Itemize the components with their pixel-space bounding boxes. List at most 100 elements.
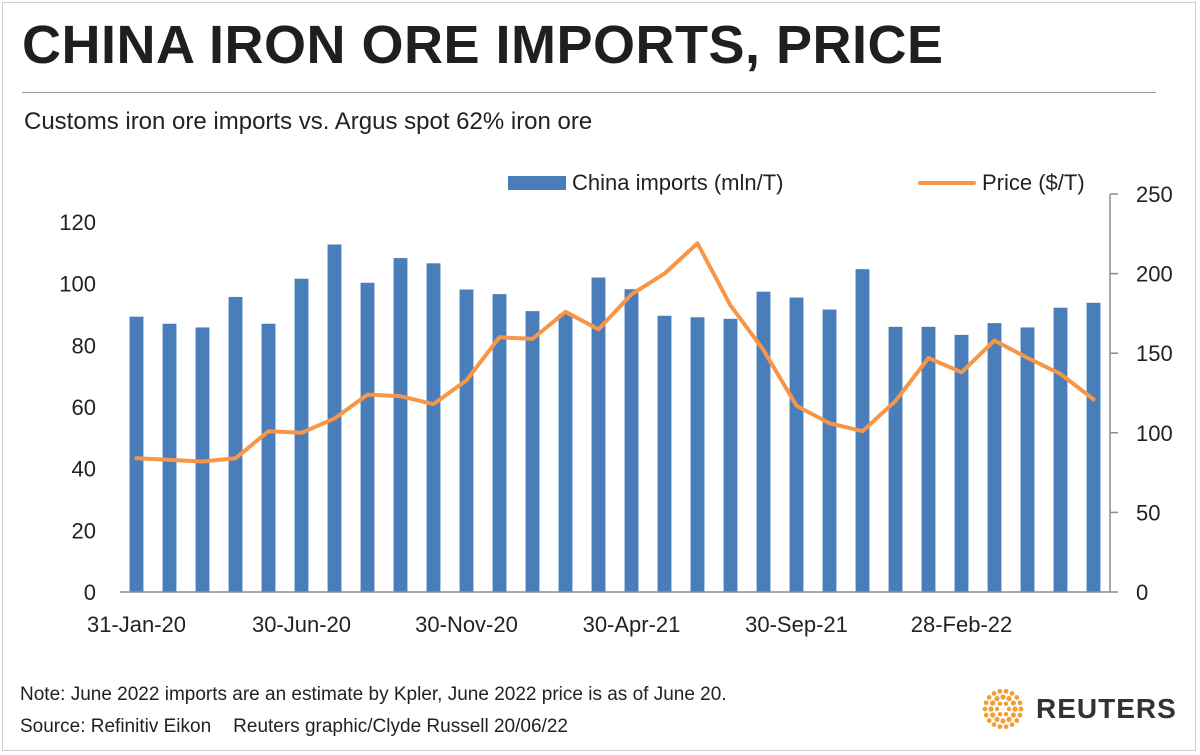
logo-dot: [1014, 695, 1020, 700]
imports-bar: [492, 294, 507, 592]
x-axis-tick-label: 30-Jun-20: [252, 612, 351, 637]
left-axis-tick-label: 40: [72, 457, 96, 482]
footnote: Note: June 2022 imports are an estimate …: [20, 684, 727, 705]
imports-bar: [756, 291, 771, 592]
logo-dot: [1006, 706, 1012, 712]
logo-dot: [1018, 706, 1024, 712]
logo-dot: [991, 691, 997, 696]
logo-dot: [997, 724, 1003, 730]
logo-dot: [982, 706, 988, 712]
logo-dot: [1000, 694, 1006, 700]
imports-bar: [723, 318, 738, 592]
imports-bar: [558, 313, 573, 592]
x-axis-tick-label: 28-Feb-22: [911, 612, 1013, 637]
imports-bar: [459, 289, 474, 592]
logo-text: REUTERS: [1036, 693, 1177, 724]
logo-dot: [1003, 688, 1009, 694]
imports-bar: [129, 316, 144, 592]
right-axis-tick-label: 50: [1136, 500, 1160, 525]
logo-dot: [994, 696, 1000, 702]
reuters-logo: REUTERS: [980, 686, 1177, 732]
x-axis-tick-label: 30-Nov-20: [415, 612, 518, 637]
left-axis-tick-label: 80: [72, 333, 96, 358]
legend-item-imports: China imports (mln/T): [508, 170, 783, 196]
right-axis-tick-label: 250: [1136, 182, 1173, 207]
logo-dot: [1003, 701, 1009, 706]
imports-bar: [789, 297, 804, 592]
logo-dot: [990, 700, 996, 706]
logo-dot: [1017, 712, 1023, 718]
imports-bar: [393, 258, 408, 592]
imports-bar: [261, 323, 276, 592]
logo-dot: [1003, 712, 1009, 717]
imports-bar: [954, 334, 969, 592]
logo-dot: [997, 688, 1003, 694]
price-line: [134, 241, 1096, 464]
imports-bar: [822, 309, 837, 592]
logo-dot: [994, 716, 1000, 722]
right-axis-tick-label: 100: [1136, 421, 1173, 446]
logo-dot: [997, 701, 1003, 706]
legend-label-price: Price ($/T): [982, 170, 1085, 195]
logo-dot: [990, 712, 996, 718]
logo-dot: [1009, 691, 1015, 696]
logo-dot: [1017, 700, 1023, 706]
right-axis-tick-label: 200: [1136, 262, 1173, 287]
logo-dot: [1012, 706, 1018, 712]
legend-bar-swatch: [508, 176, 566, 190]
logo-dot: [1010, 712, 1016, 718]
imports-bar: [888, 326, 903, 592]
imports-bar: [1053, 307, 1068, 592]
right-axis-tick-label: 0: [1136, 580, 1148, 605]
x-axis-tick-label: 30-Apr-21: [583, 612, 681, 637]
imports-bar: [1086, 302, 1101, 592]
logo-dot: [1000, 718, 1006, 724]
credit-text: Reuters graphic/Clyde Russell 20/06/22: [233, 716, 568, 737]
page-title: CHINA IRON ORE IMPORTS, PRICE: [22, 15, 944, 75]
imports-bar: [360, 282, 375, 592]
imports-bar: [1020, 327, 1035, 592]
chart-subtitle: Customs iron ore imports vs. Argus spot …: [24, 108, 593, 135]
x-axis-tick-label: 31-Jan-20: [87, 612, 186, 637]
x-axis-tick-label: 30-Sep-21: [745, 612, 848, 637]
imports-bar: [987, 323, 1002, 592]
imports-bar: [426, 263, 441, 592]
source-text: Source: Refinitiv Eikon: [20, 716, 212, 737]
logo-dot: [988, 706, 994, 712]
legend-label-imports: China imports (mln/T): [572, 170, 784, 195]
right-axis-tick-label: 150: [1136, 341, 1173, 366]
logo-dot: [1010, 700, 1016, 706]
logo-dot: [991, 722, 997, 727]
legend-item-price: Price ($/T): [918, 170, 1085, 196]
logo-dot: [997, 712, 1003, 717]
imports-bar: [525, 311, 540, 592]
imports-bar: [657, 315, 672, 592]
imports-bar: [228, 296, 243, 592]
left-axis-tick-label: 100: [59, 272, 96, 297]
logo-dot: [986, 695, 992, 700]
imports-bar: [591, 277, 606, 592]
logo-dot: [994, 706, 1000, 712]
legend-line-swatch: [918, 181, 976, 185]
logo-dot: [1006, 716, 1012, 722]
logo-dot: [1009, 722, 1015, 727]
imports-bar: [690, 317, 705, 592]
left-axis-tick-label: 60: [72, 395, 96, 420]
logo-dot: [983, 712, 989, 718]
logo-dot: [986, 718, 992, 723]
logo-dot: [983, 700, 989, 706]
source-line: Source: Refinitiv Eikon Reuters graphic/C…: [20, 716, 568, 738]
imports-bar: [921, 326, 936, 592]
logo-dot: [1003, 724, 1009, 730]
left-axis-tick-label: 0: [84, 580, 96, 605]
reuters-logo-icon: [982, 688, 1024, 730]
logo-dot: [1006, 696, 1012, 702]
imports-bar: [624, 289, 639, 592]
title-divider: [22, 92, 1156, 93]
left-axis-tick-label: 20: [72, 518, 96, 543]
logo-dot: [1014, 718, 1020, 723]
left-axis-tick-label: 120: [59, 210, 96, 235]
imports-bar: [294, 278, 309, 592]
